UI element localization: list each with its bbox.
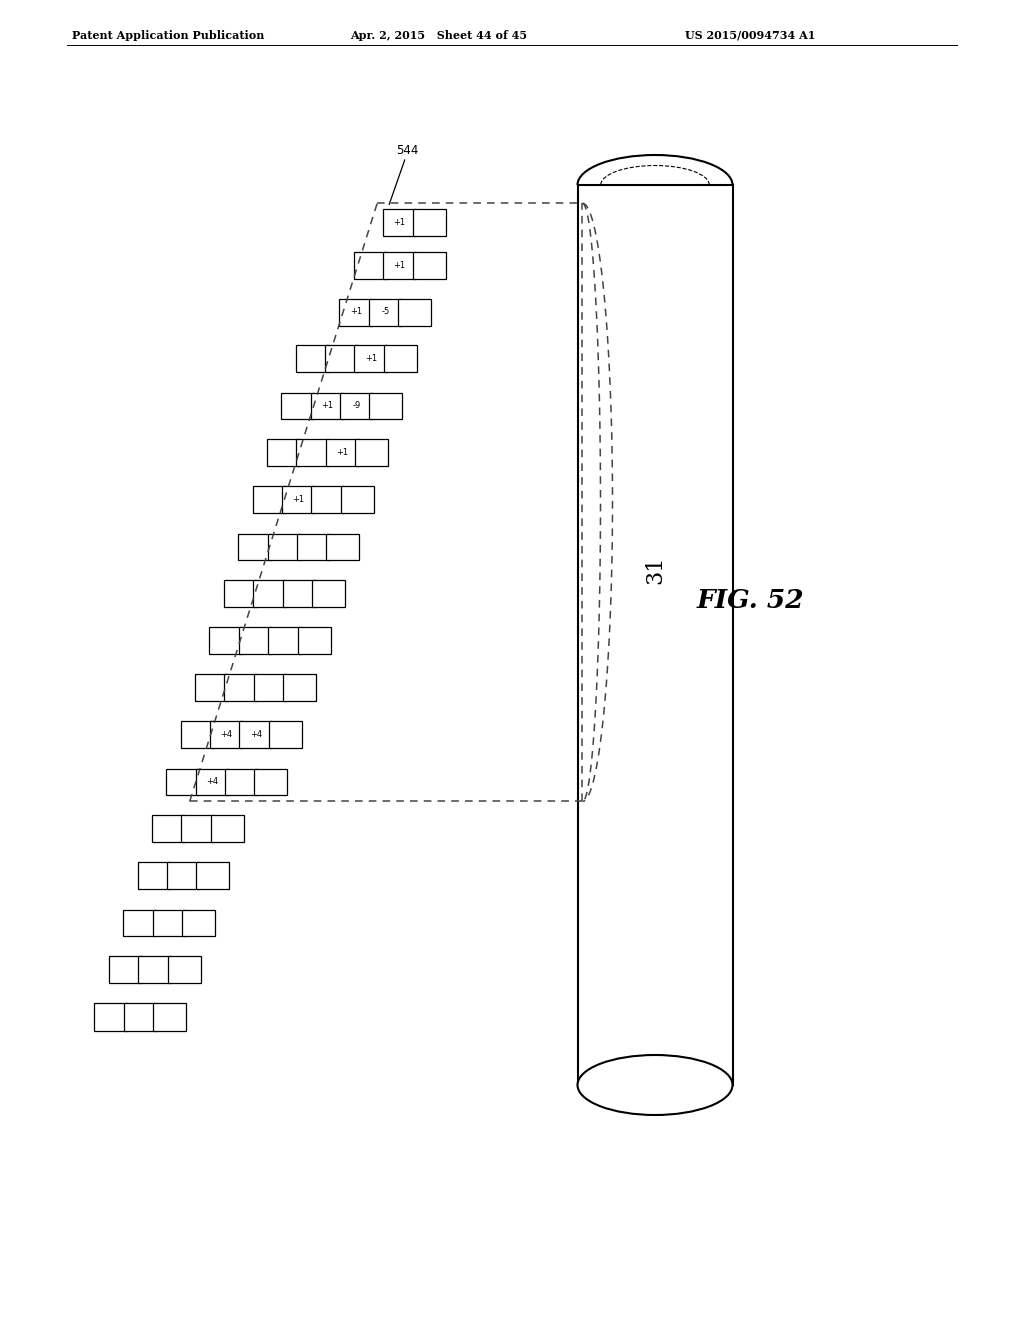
FancyBboxPatch shape (282, 392, 314, 420)
FancyBboxPatch shape (154, 1003, 186, 1031)
FancyBboxPatch shape (383, 252, 416, 279)
FancyBboxPatch shape (312, 581, 345, 607)
FancyBboxPatch shape (296, 346, 329, 372)
FancyBboxPatch shape (339, 298, 373, 326)
FancyBboxPatch shape (166, 768, 200, 796)
FancyBboxPatch shape (298, 627, 331, 655)
FancyBboxPatch shape (180, 722, 214, 748)
Text: +1: +1 (322, 401, 333, 411)
FancyBboxPatch shape (370, 392, 402, 420)
FancyBboxPatch shape (239, 627, 271, 655)
FancyBboxPatch shape (253, 581, 286, 607)
Text: -9: -9 (352, 401, 360, 411)
FancyBboxPatch shape (341, 487, 374, 513)
FancyBboxPatch shape (383, 209, 416, 236)
FancyBboxPatch shape (211, 816, 244, 842)
FancyBboxPatch shape (152, 816, 185, 842)
FancyBboxPatch shape (225, 768, 258, 796)
Text: +1: +1 (350, 308, 362, 317)
FancyBboxPatch shape (94, 1003, 127, 1031)
FancyBboxPatch shape (181, 816, 214, 842)
Ellipse shape (578, 1055, 732, 1115)
FancyBboxPatch shape (167, 862, 200, 890)
FancyBboxPatch shape (209, 627, 243, 655)
FancyBboxPatch shape (340, 392, 373, 420)
Text: +4: +4 (250, 730, 262, 739)
FancyBboxPatch shape (413, 252, 445, 279)
Text: +1: +1 (393, 218, 406, 227)
Text: +1: +1 (293, 495, 304, 504)
FancyBboxPatch shape (354, 252, 387, 279)
Text: Patent Application Publication: Patent Application Publication (72, 30, 264, 41)
FancyBboxPatch shape (311, 487, 344, 513)
Text: 31: 31 (644, 556, 666, 585)
FancyBboxPatch shape (224, 675, 257, 701)
FancyBboxPatch shape (240, 722, 272, 748)
FancyBboxPatch shape (398, 298, 431, 326)
FancyBboxPatch shape (109, 957, 141, 983)
FancyBboxPatch shape (182, 909, 215, 936)
FancyBboxPatch shape (296, 440, 330, 466)
FancyBboxPatch shape (282, 487, 315, 513)
FancyBboxPatch shape (384, 346, 417, 372)
Text: +4: +4 (206, 777, 218, 787)
FancyBboxPatch shape (268, 627, 301, 655)
FancyBboxPatch shape (254, 675, 287, 701)
FancyBboxPatch shape (239, 533, 271, 561)
FancyBboxPatch shape (354, 346, 387, 372)
Text: -5: -5 (381, 308, 389, 317)
Text: US 2015/0094734 A1: US 2015/0094734 A1 (685, 30, 815, 41)
Text: +1: +1 (336, 449, 348, 458)
FancyBboxPatch shape (283, 581, 315, 607)
FancyBboxPatch shape (325, 346, 358, 372)
FancyBboxPatch shape (326, 440, 358, 466)
FancyBboxPatch shape (255, 768, 288, 796)
FancyBboxPatch shape (369, 298, 401, 326)
FancyBboxPatch shape (137, 862, 171, 890)
FancyBboxPatch shape (355, 440, 388, 466)
Bar (578, 185, 732, 1085)
FancyBboxPatch shape (210, 722, 243, 748)
Text: FIG. 52: FIG. 52 (696, 587, 804, 612)
FancyBboxPatch shape (123, 909, 156, 936)
FancyBboxPatch shape (196, 768, 228, 796)
FancyBboxPatch shape (267, 533, 301, 561)
FancyBboxPatch shape (153, 909, 185, 936)
FancyBboxPatch shape (138, 957, 171, 983)
FancyBboxPatch shape (197, 862, 229, 890)
Text: +1: +1 (365, 355, 377, 363)
Text: Apr. 2, 2015   Sheet 44 of 45: Apr. 2, 2015 Sheet 44 of 45 (350, 30, 527, 41)
FancyBboxPatch shape (168, 957, 201, 983)
Text: +1: +1 (393, 260, 406, 269)
FancyBboxPatch shape (195, 675, 228, 701)
FancyBboxPatch shape (284, 675, 316, 701)
FancyBboxPatch shape (124, 1003, 157, 1031)
Text: 544: 544 (396, 144, 419, 157)
FancyBboxPatch shape (267, 440, 300, 466)
FancyBboxPatch shape (253, 487, 286, 513)
FancyBboxPatch shape (327, 533, 359, 561)
Text: +4: +4 (220, 730, 232, 739)
FancyBboxPatch shape (269, 722, 302, 748)
FancyBboxPatch shape (224, 581, 257, 607)
FancyBboxPatch shape (310, 392, 344, 420)
FancyBboxPatch shape (413, 209, 445, 236)
FancyBboxPatch shape (297, 533, 330, 561)
